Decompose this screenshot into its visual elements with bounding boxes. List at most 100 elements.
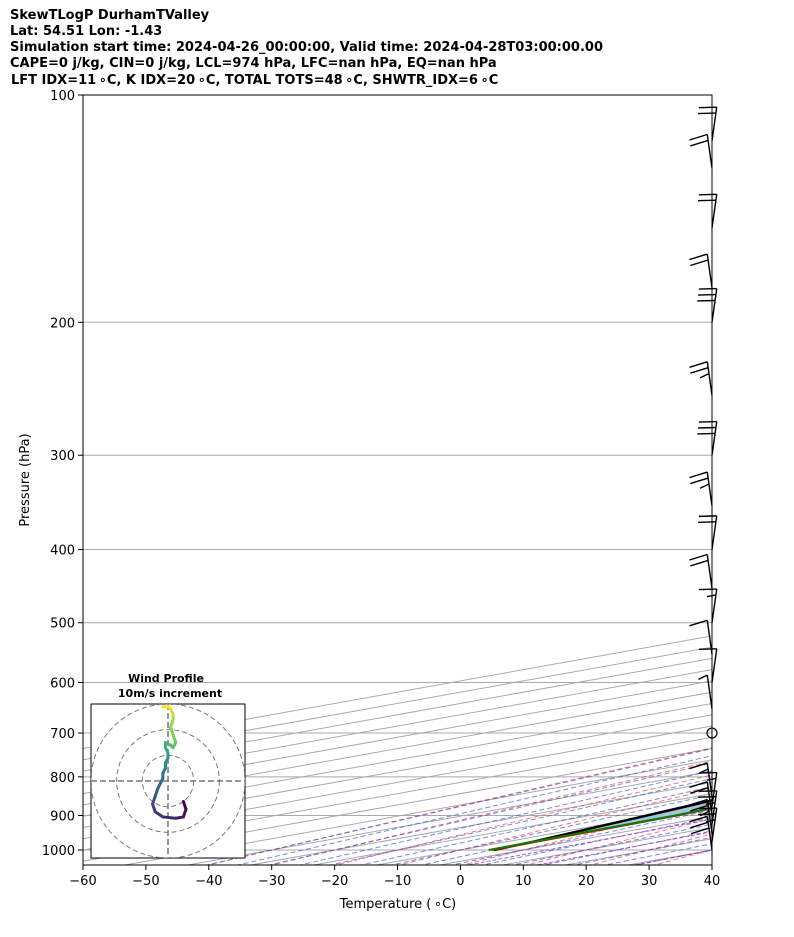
y-tick-label: 800 (50, 771, 75, 786)
x-tick-label: 0 (456, 874, 464, 889)
barb-flag (689, 815, 708, 823)
isotherm--110 (83, 680, 712, 795)
time-line: Simulation start time: 2024-04-26_00:00:… (10, 40, 603, 55)
profiles (488, 799, 712, 852)
y-tick-label: 900 (50, 809, 75, 824)
y-tick-label: 400 (50, 544, 75, 559)
wind-barb (698, 588, 718, 623)
mixing-ratio-line (465, 818, 712, 865)
x-tick-label: −50 (132, 874, 159, 889)
x-tick-label: 40 (704, 874, 721, 889)
barb-staff (711, 107, 718, 141)
barb-flag (699, 810, 710, 817)
barb-flag (689, 361, 708, 368)
wind-barb (706, 727, 718, 739)
wind-barb (698, 674, 713, 709)
barb-staff (706, 799, 713, 834)
barb-staff (706, 781, 713, 816)
barb-flag (690, 787, 709, 794)
wind-barb (698, 771, 718, 807)
dry-adiabat (778, 95, 794, 866)
barb-flag (699, 373, 710, 379)
hodograph-segment (153, 810, 165, 819)
dry-adiabat (397, 788, 712, 865)
isotherm--100 (83, 691, 712, 806)
barb-staff (711, 772, 718, 807)
dewpoint-line (488, 806, 712, 851)
barb-flag (690, 821, 709, 829)
y-tick-label: 700 (50, 727, 75, 742)
dry-adiabat (460, 802, 712, 865)
indices-line: LFT IDX=11 ∘C, K IDX=20 ∘C, TOTAL TOTS=4… (11, 73, 499, 88)
wind-barb (689, 798, 713, 834)
barb-staff (706, 554, 713, 589)
barb-staff (706, 762, 713, 797)
wind-barb (689, 781, 713, 816)
location-line: Lat: 54.51 Lon: -1.43 (10, 24, 163, 39)
barb-flag (698, 674, 708, 680)
barb-flag (706, 594, 717, 598)
barb-flag (690, 139, 709, 147)
hodograph-subtitle: 10m/s increment (118, 687, 222, 700)
barb-flag (690, 477, 709, 485)
moist-adiabat (571, 836, 712, 865)
temperature-line (491, 807, 712, 851)
y-tick-label: 500 (50, 617, 75, 632)
wind-barb (689, 361, 713, 396)
isotherm--90 (83, 702, 712, 817)
moist-adiabat (449, 809, 712, 865)
moist-adiabat (358, 786, 712, 865)
wind-barb (689, 553, 713, 589)
barb-staff (711, 194, 718, 229)
x-tick-label: −10 (384, 874, 411, 889)
barb-flag (689, 781, 708, 788)
isotherm-20 (499, 826, 712, 865)
barb-staff (706, 253, 713, 288)
barb-flag (689, 253, 708, 261)
barb-staff (711, 421, 718, 456)
wind-barb (697, 287, 718, 323)
barb-flag (689, 762, 708, 770)
barb-staff (711, 648, 718, 683)
moist-adiabat (204, 748, 712, 865)
moist-adiabat (235, 755, 712, 865)
barb-flag (689, 798, 708, 806)
isotherm--120 (83, 669, 712, 783)
moist-adiabat (297, 770, 712, 865)
wind-barb (689, 762, 713, 797)
wind-barbs (689, 106, 718, 851)
isotherm-40 (625, 849, 712, 865)
barb-flag (689, 471, 708, 479)
y-tick-label: 200 (50, 316, 75, 331)
x-tick-label: 20 (578, 874, 595, 889)
isotherm--80 (83, 714, 712, 828)
y-axis-label: Pressure (hPa) (18, 433, 33, 526)
cape-line: CAPE=0 j/kg, CIN=0 j/kg, LCL=974 hPa, LF… (10, 56, 497, 71)
moist-adiabat (328, 778, 712, 865)
isotherm--20 (248, 781, 712, 865)
barb-flag (690, 804, 709, 812)
moist-adiabat (266, 762, 712, 865)
barb-staff (706, 472, 713, 506)
wind-barb (698, 648, 718, 683)
barb-flag (689, 133, 708, 141)
instability-shading (491, 800, 712, 850)
isotherm--60 (83, 736, 712, 851)
y-axis-ticks: 100 200 300 400 500 600 700 800 900 1000 (42, 89, 83, 859)
moist-adiabat (479, 816, 712, 865)
wind-barb (689, 253, 713, 288)
hodograph-segment (161, 815, 178, 820)
wind-barb (689, 133, 713, 169)
x-axis-ticks: −60 −50 −40 −30 −20 −10 0 10 20 30 40 (69, 865, 720, 889)
cin-shading (491, 800, 712, 850)
barb-flag (689, 553, 708, 561)
barb-flag (706, 777, 717, 781)
calm-circle (706, 727, 718, 739)
moist-adiabat (389, 794, 712, 865)
moist-adiabat (633, 849, 712, 865)
x-tick-label: −40 (195, 874, 222, 889)
x-tick-label: −30 (258, 874, 285, 889)
y-tick-label: 1000 (42, 844, 75, 859)
isotherm-0 (373, 804, 712, 865)
